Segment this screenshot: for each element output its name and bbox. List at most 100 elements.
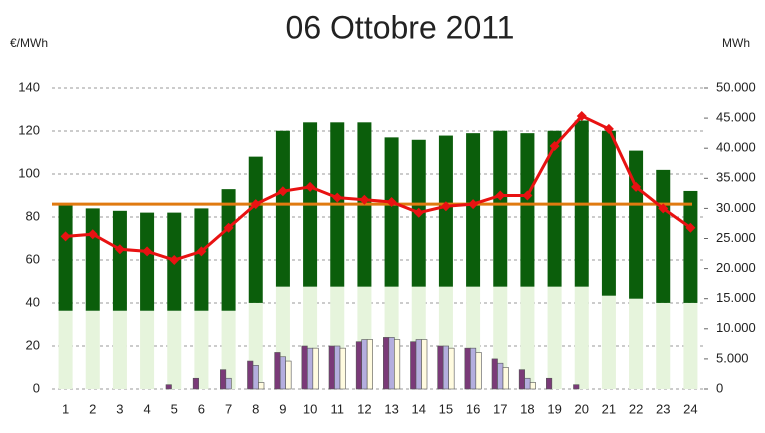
y2-tick-label: 40.000 <box>716 140 756 155</box>
small-bar <box>274 352 281 390</box>
price-marker <box>332 192 343 203</box>
y2-tick-label: 25.000 <box>716 230 756 245</box>
x-tick-label: 4 <box>143 401 150 416</box>
small-bar <box>339 347 346 390</box>
price-line <box>65 114 692 262</box>
small-bar <box>573 384 580 390</box>
small-bar <box>388 337 395 390</box>
x-tick-label: 16 <box>466 401 480 416</box>
y-tick-label: 100 <box>18 165 40 180</box>
price-marker <box>631 181 642 192</box>
stacked-bar <box>167 310 182 389</box>
x-tick-label: 12 <box>357 401 371 416</box>
stacked-bar <box>520 286 535 389</box>
y-tick-label: 80 <box>26 208 40 223</box>
y2-tick-label: 45.000 <box>716 110 756 125</box>
price-marker <box>60 231 71 242</box>
price-marker <box>305 181 316 192</box>
small-bar <box>394 339 401 390</box>
x-tick-label: 20 <box>575 401 589 416</box>
price-marker <box>440 201 451 212</box>
stacked-bar <box>656 169 671 303</box>
y2-tick-label: 15.000 <box>716 290 756 305</box>
small-bar <box>518 369 525 390</box>
y2-tick-label: 30.000 <box>716 200 756 215</box>
small-bar <box>301 345 308 390</box>
price-marker <box>169 255 180 265</box>
y-tick-label: 140 <box>18 79 40 94</box>
stacked-bar <box>384 137 399 287</box>
chart-title: 06 Ottobre 2011 <box>286 9 515 45</box>
x-tick-label: 24 <box>683 401 697 416</box>
y-tick-label: 0 <box>33 380 40 395</box>
small-bar <box>415 339 422 390</box>
price-marker <box>413 207 424 218</box>
x-tick-label: 2 <box>89 401 96 416</box>
price-marker <box>386 196 397 207</box>
small-bar <box>475 352 482 390</box>
stacked-bar <box>112 210 127 311</box>
small-bar <box>279 356 286 390</box>
stacked-bar <box>85 208 100 311</box>
price-marker <box>250 199 261 210</box>
price-marker <box>468 199 479 210</box>
stacked-bar <box>58 204 73 311</box>
x-tick-label: 13 <box>384 401 398 416</box>
price-marker <box>114 244 125 255</box>
stacked-bar <box>140 212 155 311</box>
y2-tick-label: 50.000 <box>716 79 756 94</box>
x-tick-label: 7 <box>225 401 232 416</box>
stacked-bar <box>547 286 562 389</box>
x-tick-label: 11 <box>331 401 345 416</box>
stacked-bar <box>466 133 481 287</box>
y2-tick-label: 10.000 <box>716 320 756 335</box>
small-bar <box>225 377 232 390</box>
stacked-bar <box>112 310 127 389</box>
y-tick-label: 60 <box>26 251 40 266</box>
stacked-bar <box>574 286 589 389</box>
stacked-bar <box>683 190 698 303</box>
stacked-bar <box>194 310 209 389</box>
price-marker <box>685 222 696 233</box>
small-bar <box>355 341 362 390</box>
small-bar <box>361 339 368 390</box>
small-bar <box>410 341 417 390</box>
stacked-bar <box>683 302 698 389</box>
stacked-bar <box>601 295 616 389</box>
stacked-bar <box>493 130 508 287</box>
small-bar <box>546 377 553 390</box>
small-bar <box>258 382 265 390</box>
stacked-bar <box>547 130 562 287</box>
price-marker <box>142 246 153 257</box>
y-tick-label: 40 <box>26 294 40 309</box>
price-marker <box>223 222 234 233</box>
small-bar <box>437 345 444 390</box>
small-bar <box>334 345 341 390</box>
price-marker <box>196 246 207 257</box>
stacked-bar <box>629 150 644 299</box>
y2-tick-label: 35.000 <box>716 170 756 185</box>
small-bar <box>383 337 390 390</box>
small-bar <box>442 345 449 390</box>
small-bar <box>366 339 373 390</box>
stacked-bar <box>58 310 73 389</box>
small-bar <box>247 360 254 390</box>
x-tick-label: 14 <box>412 401 426 416</box>
small-bar <box>165 384 172 390</box>
x-tick-label: 22 <box>629 401 643 416</box>
small-bar <box>312 347 319 390</box>
stacked-bar <box>140 310 155 389</box>
small-bar <box>220 369 227 390</box>
small-bar <box>252 365 259 390</box>
y2-tick-label: 0 <box>716 380 723 395</box>
y-axis-label: €/MWh <box>10 36 48 50</box>
price-marker <box>549 141 560 152</box>
price-marker <box>658 203 669 214</box>
x-tick-label: 10 <box>303 401 317 416</box>
price-marker <box>603 123 614 134</box>
x-tick-label: 5 <box>171 401 178 416</box>
stacked-bar <box>601 130 616 296</box>
price-marker <box>495 190 506 201</box>
price-marker <box>359 194 370 205</box>
